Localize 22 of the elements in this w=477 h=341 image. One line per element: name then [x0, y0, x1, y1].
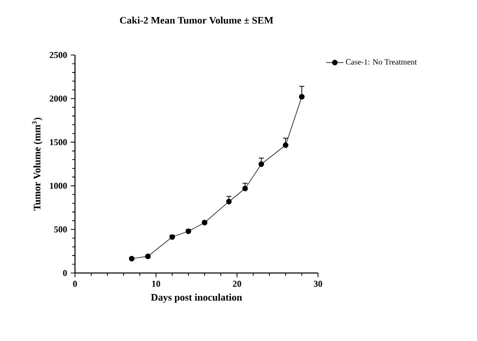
point — [169, 234, 175, 240]
x-axis-title: Days post inoculation — [151, 294, 242, 303]
x-tick-label: 20 — [232, 280, 242, 287]
point — [299, 94, 305, 100]
x-tick-label: 30 — [314, 280, 322, 287]
y-tick-label: 500 — [54, 226, 67, 232]
point — [282, 142, 288, 148]
point — [258, 161, 264, 167]
point — [202, 220, 208, 226]
y-tick-label: 0 — [63, 270, 67, 276]
point — [145, 254, 151, 260]
chart-title: Caki-2 Mean Tumor Volume ± SEM — [120, 16, 274, 24]
x-tick-label: 0 — [73, 280, 77, 287]
point — [242, 186, 248, 192]
point — [226, 198, 232, 204]
y-tick-label: 2000 — [50, 96, 67, 102]
y-tick-label: 2500 — [50, 52, 67, 58]
y-axis-title: Tumor Volume (mm$^{3}$) — [32, 118, 42, 211]
y-tick-label: 1000 — [50, 182, 67, 189]
x-tick-label: 10 — [152, 280, 160, 287]
point — [186, 228, 192, 234]
y-tick-label: 1500 — [50, 139, 67, 146]
